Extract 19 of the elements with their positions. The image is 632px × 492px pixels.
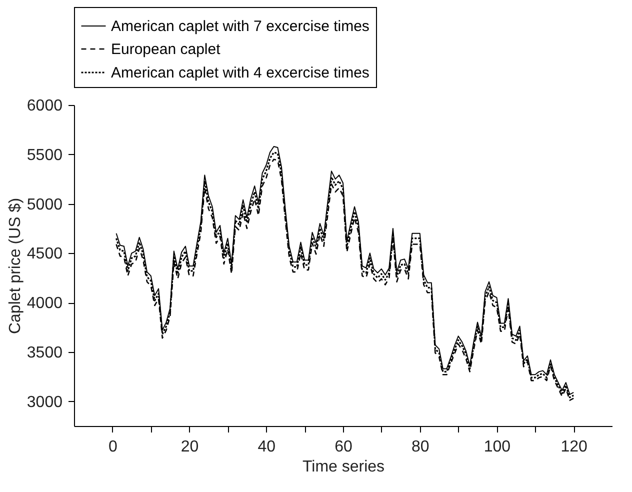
x-tick-label: 20	[180, 438, 199, 456]
x-axis-title: Time series	[302, 458, 385, 476]
legend-label: American caplet with 7 excercise times	[111, 18, 370, 35]
x-tick-label: 100	[484, 438, 511, 456]
y-tick-label: 6000	[26, 98, 63, 114]
x-tick-label: 80	[411, 438, 430, 456]
y-tick-label: 5500	[26, 146, 63, 164]
x-tick-label: 40	[258, 438, 276, 456]
legend-label: American caplet with 4 excercise times	[111, 64, 370, 82]
x-tick-label: 120	[560, 438, 588, 456]
y-axis-title: Caplet price (US $)	[6, 198, 24, 334]
y-tick-label: 3000	[26, 394, 63, 411]
y-tick-label: 4500	[26, 246, 63, 263]
y-tick-label: 5000	[26, 196, 63, 214]
x-tick-label: 60	[334, 438, 352, 456]
legend-label: European caplet	[111, 41, 222, 58]
y-tick-label: 4000	[26, 295, 63, 312]
x-tick-label: 0	[108, 438, 118, 456]
y-tick-label: 3500	[26, 344, 63, 362]
